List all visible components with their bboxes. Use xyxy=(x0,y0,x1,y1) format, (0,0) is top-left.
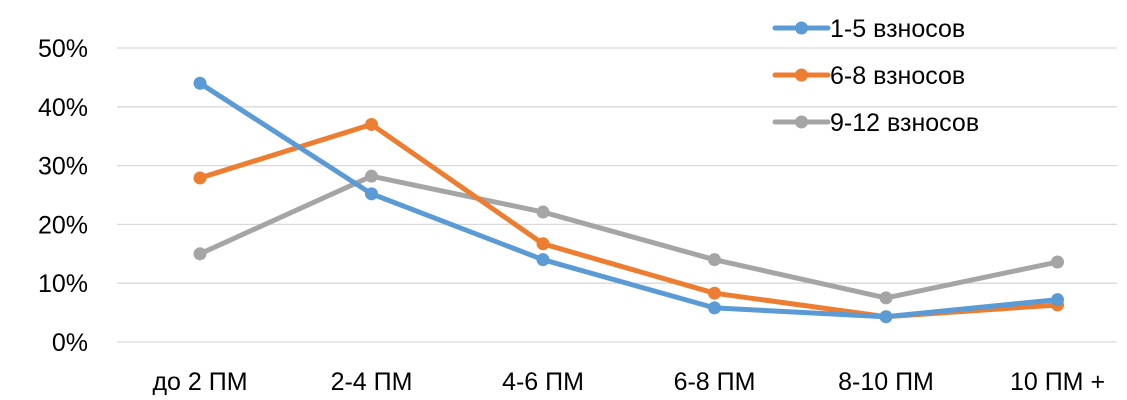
data-point xyxy=(1051,293,1064,307)
legend-marker xyxy=(795,68,808,82)
data-point xyxy=(193,247,207,261)
series xyxy=(193,169,1064,305)
gridlines xyxy=(117,47,1117,343)
data-point xyxy=(879,291,893,305)
data-point xyxy=(879,310,893,324)
x-axis-tick-labels: до 2 ПМ 2-4 ПМ 4-6 ПМ 6-8 ПМ 8-10 ПМ 10 ПМ + xyxy=(152,368,1105,396)
data-point xyxy=(193,171,207,185)
data-point xyxy=(708,286,721,300)
x-tick-label: 2-4 ПМ xyxy=(331,368,413,395)
y-tick-label: 0% xyxy=(52,329,88,357)
series-line xyxy=(197,80,1060,320)
legend-item: 6-8 взносов xyxy=(772,62,965,90)
data-point xyxy=(536,237,550,251)
data-point xyxy=(536,253,550,267)
legend-marker xyxy=(795,21,808,35)
data-point xyxy=(365,169,378,183)
legend-item: 1-5 взносов xyxy=(772,15,965,43)
legend-marker xyxy=(795,115,808,129)
data-point xyxy=(193,76,207,90)
data-point xyxy=(365,117,378,131)
legend-label: 9-12 взносов xyxy=(830,109,979,137)
series-lines xyxy=(193,76,1064,324)
x-tick-label: до 2 ПМ xyxy=(152,368,247,395)
y-tick-label: 10% xyxy=(38,270,88,298)
x-tick-label: 10 ПМ + xyxy=(1010,368,1105,395)
x-tick-label: 4-6 ПМ xyxy=(502,368,584,395)
x-tick-label: 6-8 ПМ xyxy=(674,368,756,395)
series-line xyxy=(197,173,1060,301)
legend-label: 6-8 взносов xyxy=(830,62,965,90)
x-tick-label: 8-10 ПМ xyxy=(838,368,934,395)
y-tick-label: 30% xyxy=(38,153,88,181)
data-point xyxy=(365,187,378,201)
y-tick-label: 20% xyxy=(38,211,88,239)
data-point xyxy=(708,253,721,267)
legend-item: 9-12 взносов xyxy=(772,109,979,137)
data-point xyxy=(1051,255,1064,269)
y-tick-label: 40% xyxy=(38,94,88,122)
data-point xyxy=(708,301,721,315)
data-point xyxy=(536,205,550,219)
series xyxy=(193,76,1064,324)
y-axis-tick-labels: 0% 10% 20% 30% 40% 50% xyxy=(38,35,88,357)
legend-label: 1-5 взносов xyxy=(830,15,965,43)
y-tick-label: 50% xyxy=(38,35,88,63)
legend: 1-5 взносов 6-8 взносов 9-12 взносов xyxy=(772,15,979,137)
series xyxy=(193,117,1064,324)
